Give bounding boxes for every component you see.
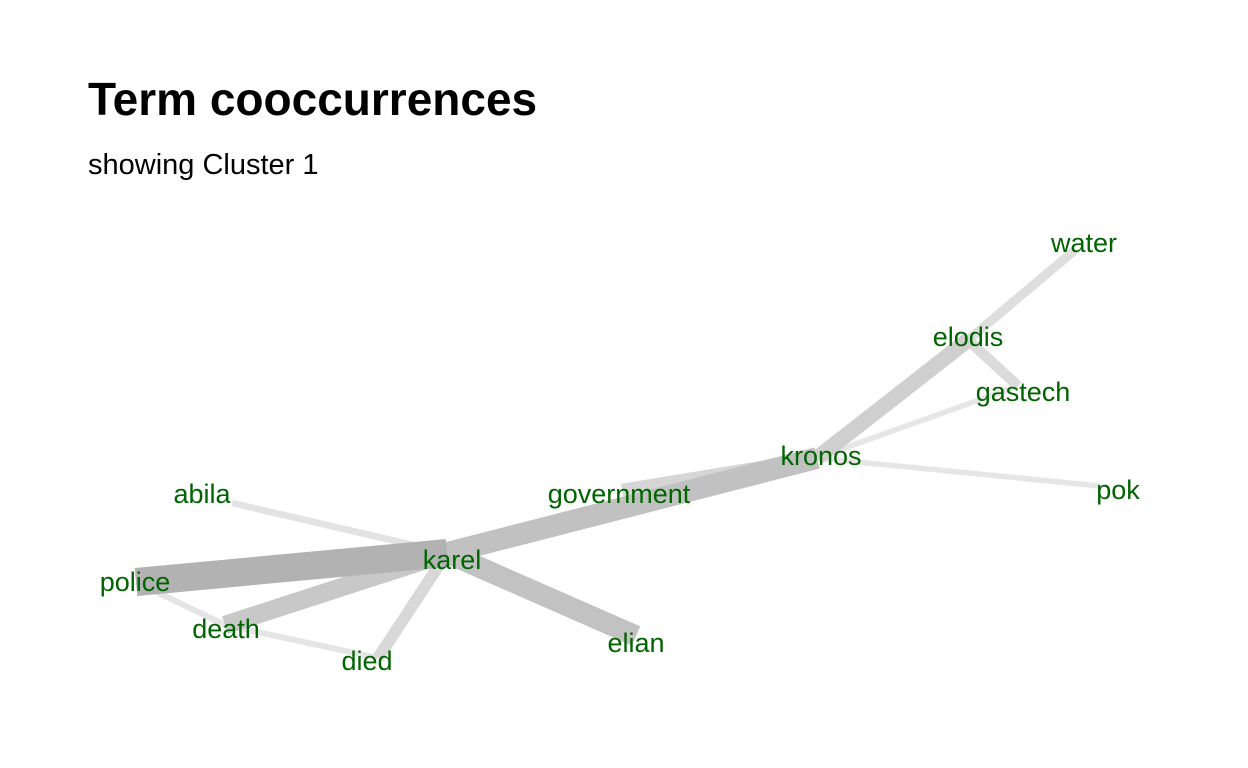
edge-karel-police [134,539,449,596]
node-label-elodis: elodis [933,322,1004,352]
node-label-police: police [100,567,171,597]
edge-karel-elian [442,543,641,646]
edge-death-died [224,622,379,661]
edge-kronos-pok [816,455,1101,489]
node-label-death: death [192,614,260,644]
node-layer: water elodis gastech kronos pok government abi… [100,228,1141,676]
diagram-title: Term cooccurrences [88,73,538,125]
edge-karel-kronos [444,447,820,564]
edge-kronos-gastech [816,383,1019,461]
node-label-government: government [548,479,691,509]
node-label-elian: elian [607,628,664,658]
edge-kronos-elodis [812,333,973,465]
node-label-died: died [341,646,392,676]
node-label-pok: pok [1096,475,1140,505]
node-label-abila: abila [173,479,231,509]
edge-elodis-water [965,246,1078,344]
node-label-water: water [1050,228,1117,258]
node-label-karel: karel [423,545,482,575]
edge-karel-died [373,549,452,662]
node-label-gastech: gastech [976,377,1071,407]
edge-layer [134,246,1101,662]
edge-elodis-gastech [964,336,1022,390]
node-label-kronos: kronos [780,441,861,471]
diagram-subtitle: showing Cluster 1 [88,149,319,181]
